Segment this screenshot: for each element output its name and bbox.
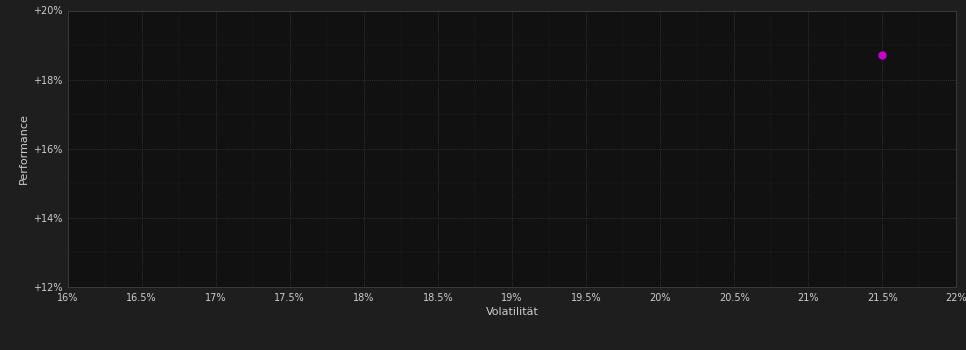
Y-axis label: Performance: Performance <box>18 113 28 184</box>
Point <box>874 52 890 58</box>
X-axis label: Volatilität: Volatilität <box>486 307 538 317</box>
